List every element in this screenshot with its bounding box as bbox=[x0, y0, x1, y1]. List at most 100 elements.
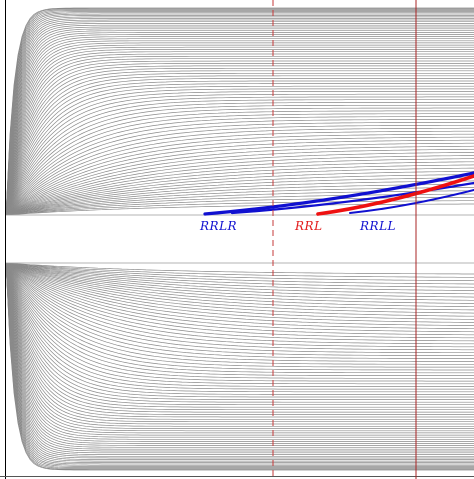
upper-curve bbox=[5, 53, 474, 216]
upper-curve bbox=[5, 85, 474, 216]
lower-curve bbox=[5, 262, 474, 398]
upper-curve bbox=[5, 88, 474, 216]
lower-curve bbox=[5, 262, 474, 457]
upper-curve bbox=[5, 104, 474, 216]
lower-curve bbox=[5, 262, 474, 432]
upper-curve bbox=[5, 177, 474, 216]
lower-curve bbox=[5, 262, 474, 354]
upper-curve bbox=[5, 136, 474, 216]
lower-curve bbox=[5, 262, 474, 465]
upper-curve bbox=[5, 28, 474, 216]
lower-curve bbox=[5, 262, 474, 275]
upper-curve bbox=[5, 158, 474, 216]
label-rrl: RRL bbox=[294, 219, 323, 233]
lower-curve bbox=[5, 262, 474, 403]
lower-curve bbox=[5, 262, 474, 371]
lower-curve bbox=[5, 262, 474, 278]
lower-curve bbox=[5, 262, 474, 427]
upper-curve bbox=[5, 116, 474, 216]
lower-curve bbox=[5, 262, 474, 418]
lower-curve bbox=[5, 262, 474, 359]
lower-curve-family bbox=[5, 262, 474, 471]
lower-curve bbox=[5, 262, 474, 288]
upper-curve bbox=[5, 133, 474, 216]
upper-curve bbox=[5, 78, 474, 216]
upper-curve bbox=[5, 24, 474, 216]
lower-curve bbox=[5, 262, 474, 460]
upper-curve bbox=[5, 139, 474, 216]
upper-curve bbox=[5, 170, 474, 216]
lower-curve bbox=[5, 262, 474, 348]
lower-curve bbox=[5, 262, 474, 298]
lower-curve bbox=[5, 262, 474, 469]
lower-curve bbox=[5, 262, 474, 345]
upper-curve bbox=[5, 65, 474, 216]
upper-curve bbox=[5, 167, 474, 216]
upper-curve bbox=[5, 174, 474, 216]
lower-curve bbox=[5, 262, 474, 295]
upper-curve bbox=[5, 148, 474, 216]
upper-curve bbox=[5, 70, 474, 216]
lower-curve bbox=[5, 262, 474, 463]
lower-curve bbox=[5, 262, 474, 311]
lower-curve bbox=[5, 262, 474, 429]
rrlr-curve-band bbox=[230, 181, 474, 215]
upper-curve bbox=[5, 93, 474, 216]
upper-curve bbox=[5, 30, 474, 216]
lower-curve bbox=[5, 262, 474, 468]
upper-curve bbox=[5, 19, 474, 216]
lower-curve bbox=[5, 262, 474, 455]
upper-curve bbox=[5, 99, 474, 216]
lower-curve bbox=[5, 262, 474, 454]
lower-curve bbox=[5, 262, 474, 379]
lower-curve bbox=[5, 262, 474, 339]
lower-curve bbox=[5, 262, 474, 444]
upper-curve bbox=[5, 7, 474, 216]
upper-curve bbox=[5, 38, 474, 216]
lower-curve bbox=[5, 262, 474, 285]
upper-curve bbox=[5, 72, 474, 216]
lower-curve bbox=[5, 262, 474, 393]
upper-curve bbox=[5, 11, 474, 216]
upper-curve bbox=[5, 75, 474, 216]
upper-curve bbox=[5, 40, 474, 216]
upper-curve bbox=[5, 130, 474, 216]
upper-curve bbox=[5, 46, 474, 216]
lower-curve bbox=[5, 262, 474, 470]
lower-curve bbox=[5, 262, 474, 400]
lower-curve bbox=[5, 262, 474, 434]
lower-curve bbox=[5, 262, 474, 336]
upper-curve bbox=[5, 13, 474, 216]
upper-curve-family bbox=[5, 7, 474, 216]
lower-curve bbox=[5, 262, 474, 462]
lower-curve bbox=[5, 262, 474, 333]
rrl-curve-band bbox=[316, 174, 474, 216]
upper-curve bbox=[5, 15, 474, 216]
upper-curve bbox=[5, 67, 474, 216]
upper-curve bbox=[5, 55, 474, 216]
center-gap-band bbox=[6, 215, 474, 263]
highlighted-curves bbox=[203, 171, 474, 216]
upper-curve bbox=[5, 107, 474, 216]
upper-curve bbox=[5, 102, 474, 216]
lower-curve bbox=[5, 262, 474, 382]
lower-curve bbox=[5, 262, 474, 282]
lower-curve bbox=[5, 262, 474, 317]
lower-curve bbox=[5, 262, 474, 291]
lower-curve bbox=[5, 262, 474, 387]
upper-curve bbox=[5, 80, 474, 216]
upper-curve bbox=[5, 145, 474, 216]
upper-curve bbox=[5, 190, 474, 216]
upper-curve bbox=[5, 183, 474, 216]
upper-curve bbox=[5, 113, 474, 216]
upper-curve bbox=[5, 96, 474, 216]
upper-curve bbox=[5, 203, 474, 216]
lower-curve bbox=[5, 262, 474, 368]
upper-curve bbox=[5, 9, 474, 216]
rrll-curve-band bbox=[349, 189, 474, 214]
lower-curve bbox=[5, 262, 474, 323]
upper-curve bbox=[5, 36, 474, 216]
upper-curve bbox=[5, 152, 474, 216]
lower-curve bbox=[5, 262, 474, 436]
lower-curve bbox=[5, 262, 474, 395]
